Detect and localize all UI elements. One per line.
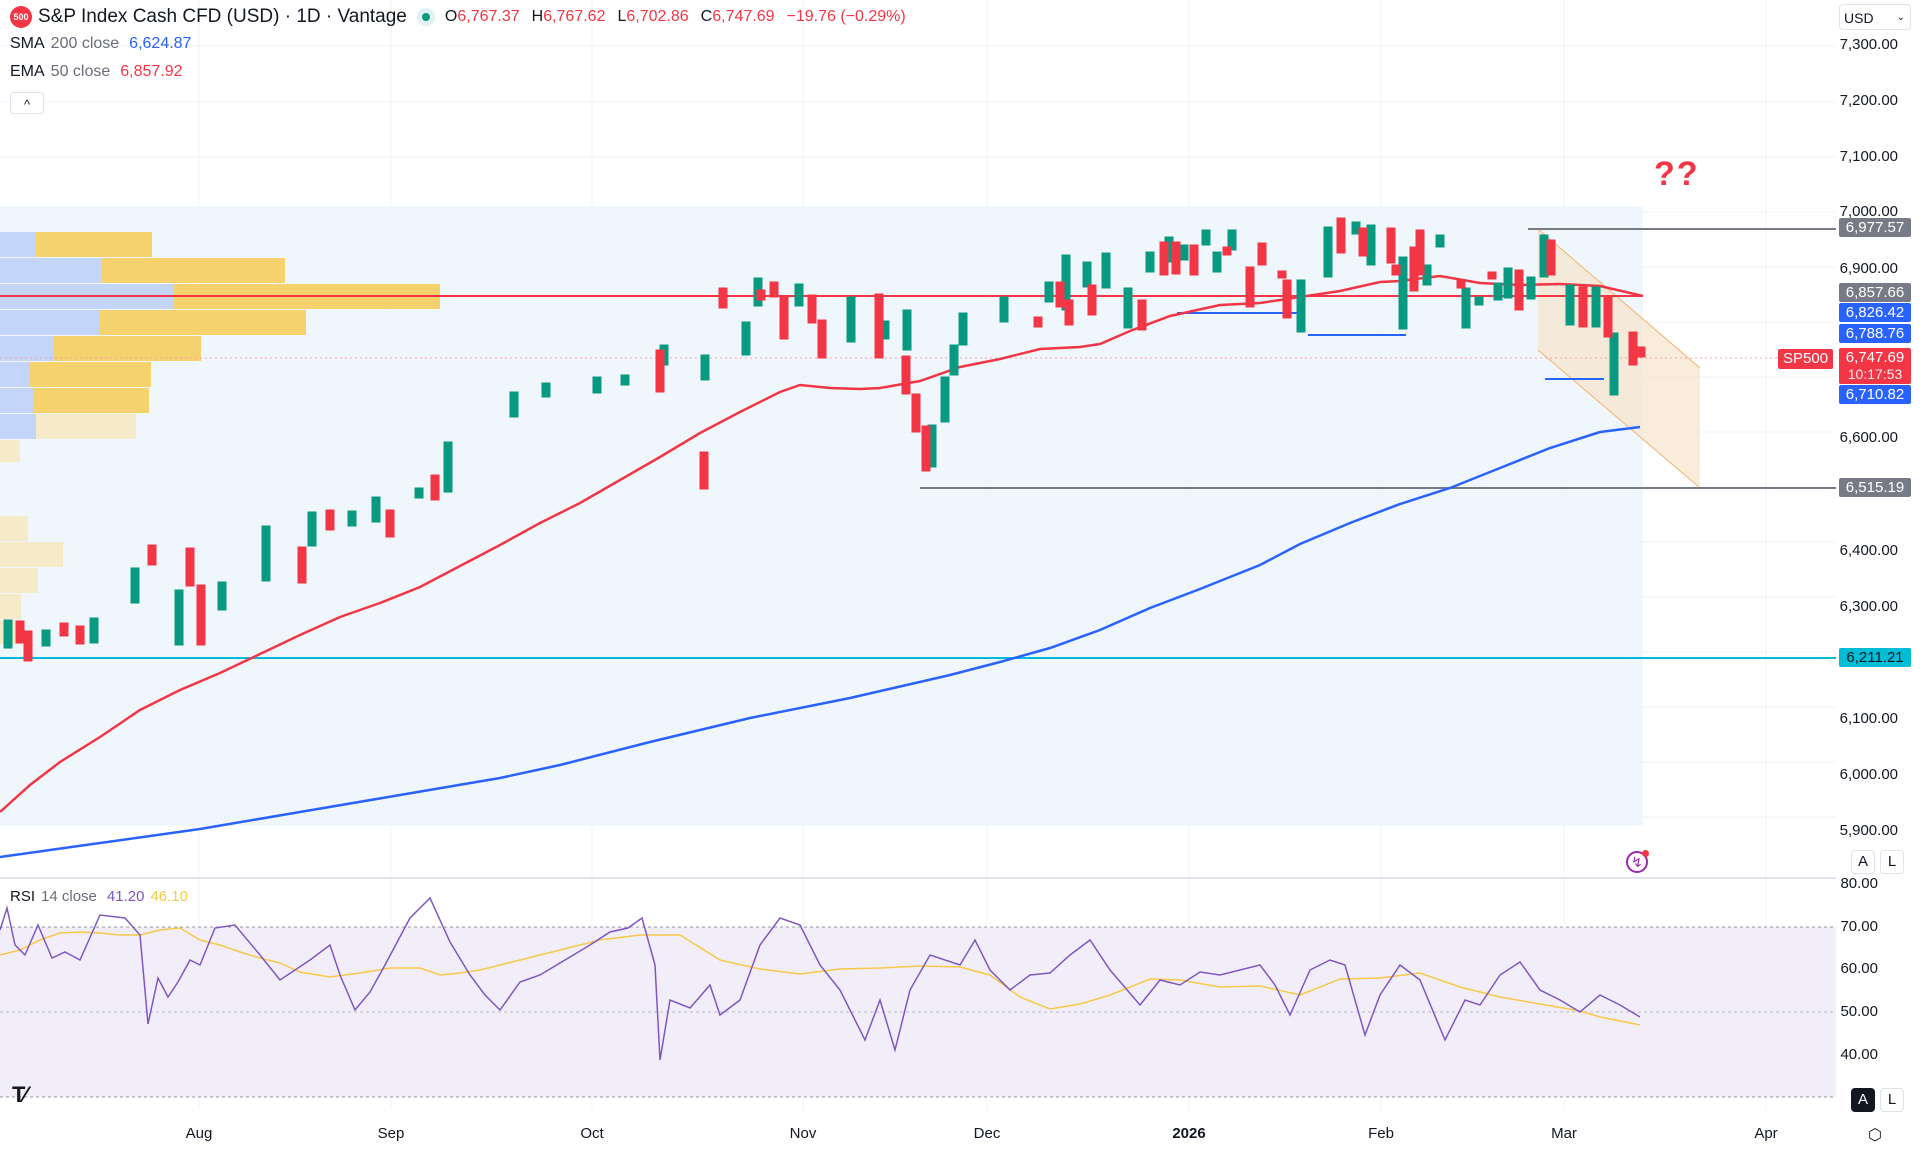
price-tick: 6,100.00 xyxy=(1839,710,1898,727)
price-tick: 6,000.00 xyxy=(1839,766,1898,783)
price-tag-6710: 6,710.82 xyxy=(1839,385,1911,404)
ema-legend[interactable]: EMA 50 close 6,857.92 xyxy=(10,63,183,81)
symbol-price-label: SP500 xyxy=(1778,349,1834,369)
candles xyxy=(3,217,1646,662)
rsi-ma-value: 46.10 xyxy=(150,888,188,905)
currency-select[interactable]: USD ⌄ xyxy=(1839,4,1911,30)
sma200-line xyxy=(0,425,1641,859)
rsi-line xyxy=(0,896,1641,1061)
ohlc-high: H6,767.62 xyxy=(531,8,606,25)
rsi-tick: 80.00 xyxy=(1840,875,1878,892)
time-label: Feb xyxy=(1368,1125,1394,1142)
symbol-badge: 500 xyxy=(10,6,32,28)
time-label: Oct xyxy=(580,1125,604,1142)
bar-countdown: 10:17:53 xyxy=(1847,366,1903,382)
price-tick: 6,600.00 xyxy=(1839,429,1898,446)
channel-lower xyxy=(1537,349,1701,489)
sma-params: 200 close xyxy=(50,35,120,52)
time-label: 2026 xyxy=(1172,1125,1206,1142)
price-tag-6788: 6,788.76 xyxy=(1839,324,1911,343)
auto-scale-button[interactable]: A xyxy=(1851,850,1875,874)
channel-upper xyxy=(1537,228,1701,369)
price-tag-6826: 6,826.42 xyxy=(1839,303,1911,322)
collapse-legend-button[interactable]: ^ xyxy=(10,92,44,114)
currency-label: USD xyxy=(1844,10,1874,26)
price-tick: 7,100.00 xyxy=(1839,148,1898,165)
rsi-tick: 60.00 xyxy=(1840,960,1878,977)
time-label: Dec xyxy=(973,1125,1001,1142)
log-scale-button[interactable]: L xyxy=(1880,850,1904,874)
rsi-tick: 40.00 xyxy=(1840,1046,1878,1063)
settings-gear-icon[interactable]: ⬡ xyxy=(1868,1127,1882,1144)
price-tag-6857: 6,857.66 xyxy=(1839,283,1911,302)
time-label: Aug xyxy=(185,1125,213,1142)
price-tag-6515: 6,515.19 xyxy=(1839,478,1911,497)
ema-name: EMA xyxy=(10,63,45,80)
price-tag-6211: 6,211.21 xyxy=(1839,648,1911,667)
ohlc-low: L6,702.86 xyxy=(617,8,689,25)
market-status-icon xyxy=(416,8,435,26)
rsi-auto-scale-button[interactable]: A xyxy=(1851,1088,1875,1112)
sma-value: 6,624.87 xyxy=(129,35,192,52)
price-tick: 5,900.00 xyxy=(1839,822,1898,839)
symbol-title[interactable]: S&P Index Cash CFD (USD) · 1D · Vantage xyxy=(38,6,407,27)
tradingview-logo[interactable]: T⁄ xyxy=(12,1082,27,1107)
main-legend[interactable]: 500 S&P Index Cash CFD (USD) · 1D · Vant… xyxy=(10,6,906,28)
ohlc-close: C6,747.69 xyxy=(700,8,775,25)
rsi-params: 14 close xyxy=(41,888,97,905)
rsi-value: 41.20 xyxy=(106,888,145,905)
time-label: Apr xyxy=(1754,1125,1778,1142)
time-label: Mar xyxy=(1551,1125,1577,1142)
volume-profile xyxy=(0,232,440,644)
ema-params: 50 close xyxy=(50,63,111,80)
price-tag-6977: 6,977.57 xyxy=(1839,218,1911,237)
ohlc-open: O6,767.37 xyxy=(444,8,520,25)
sma-legend[interactable]: SMA 200 close 6,624.87 xyxy=(10,35,191,53)
lightning-alert-icon[interactable]: ↯ xyxy=(1626,850,1649,873)
question-annotation[interactable]: ?? xyxy=(1654,155,1700,193)
price-tick: 7,200.00 xyxy=(1839,92,1898,109)
ema50-line xyxy=(0,274,1644,813)
price-tick: 6,300.00 xyxy=(1839,598,1898,615)
last-price-tag: 6,747.69 10:17:53 xyxy=(1839,348,1911,384)
rsi-name: RSI xyxy=(10,888,36,905)
price-tick: 7,300.00 xyxy=(1839,36,1898,53)
price-tick: 6,400.00 xyxy=(1839,542,1898,559)
rsi-legend[interactable]: RSI 14 close 41.20 46.10 xyxy=(10,888,188,905)
time-label: Sep xyxy=(377,1125,405,1142)
price-change: −19.76 (−0.29%) xyxy=(786,8,906,25)
last-price-value: 6,747.69 xyxy=(1845,349,1905,366)
rsi-log-scale-button[interactable]: L xyxy=(1880,1088,1904,1112)
ema-value: 6,857.92 xyxy=(120,63,183,80)
rsi-ma-line xyxy=(0,927,1641,1026)
sma-name: SMA xyxy=(10,35,45,52)
price-tick: 6,900.00 xyxy=(1839,260,1898,277)
chevron-down-icon: ⌄ xyxy=(1896,12,1905,23)
price-tick: 7,000.00 xyxy=(1839,203,1898,220)
time-label: Nov xyxy=(789,1125,817,1142)
rsi-tick: 70.00 xyxy=(1840,918,1878,935)
rsi-tick: 50.00 xyxy=(1840,1003,1878,1020)
